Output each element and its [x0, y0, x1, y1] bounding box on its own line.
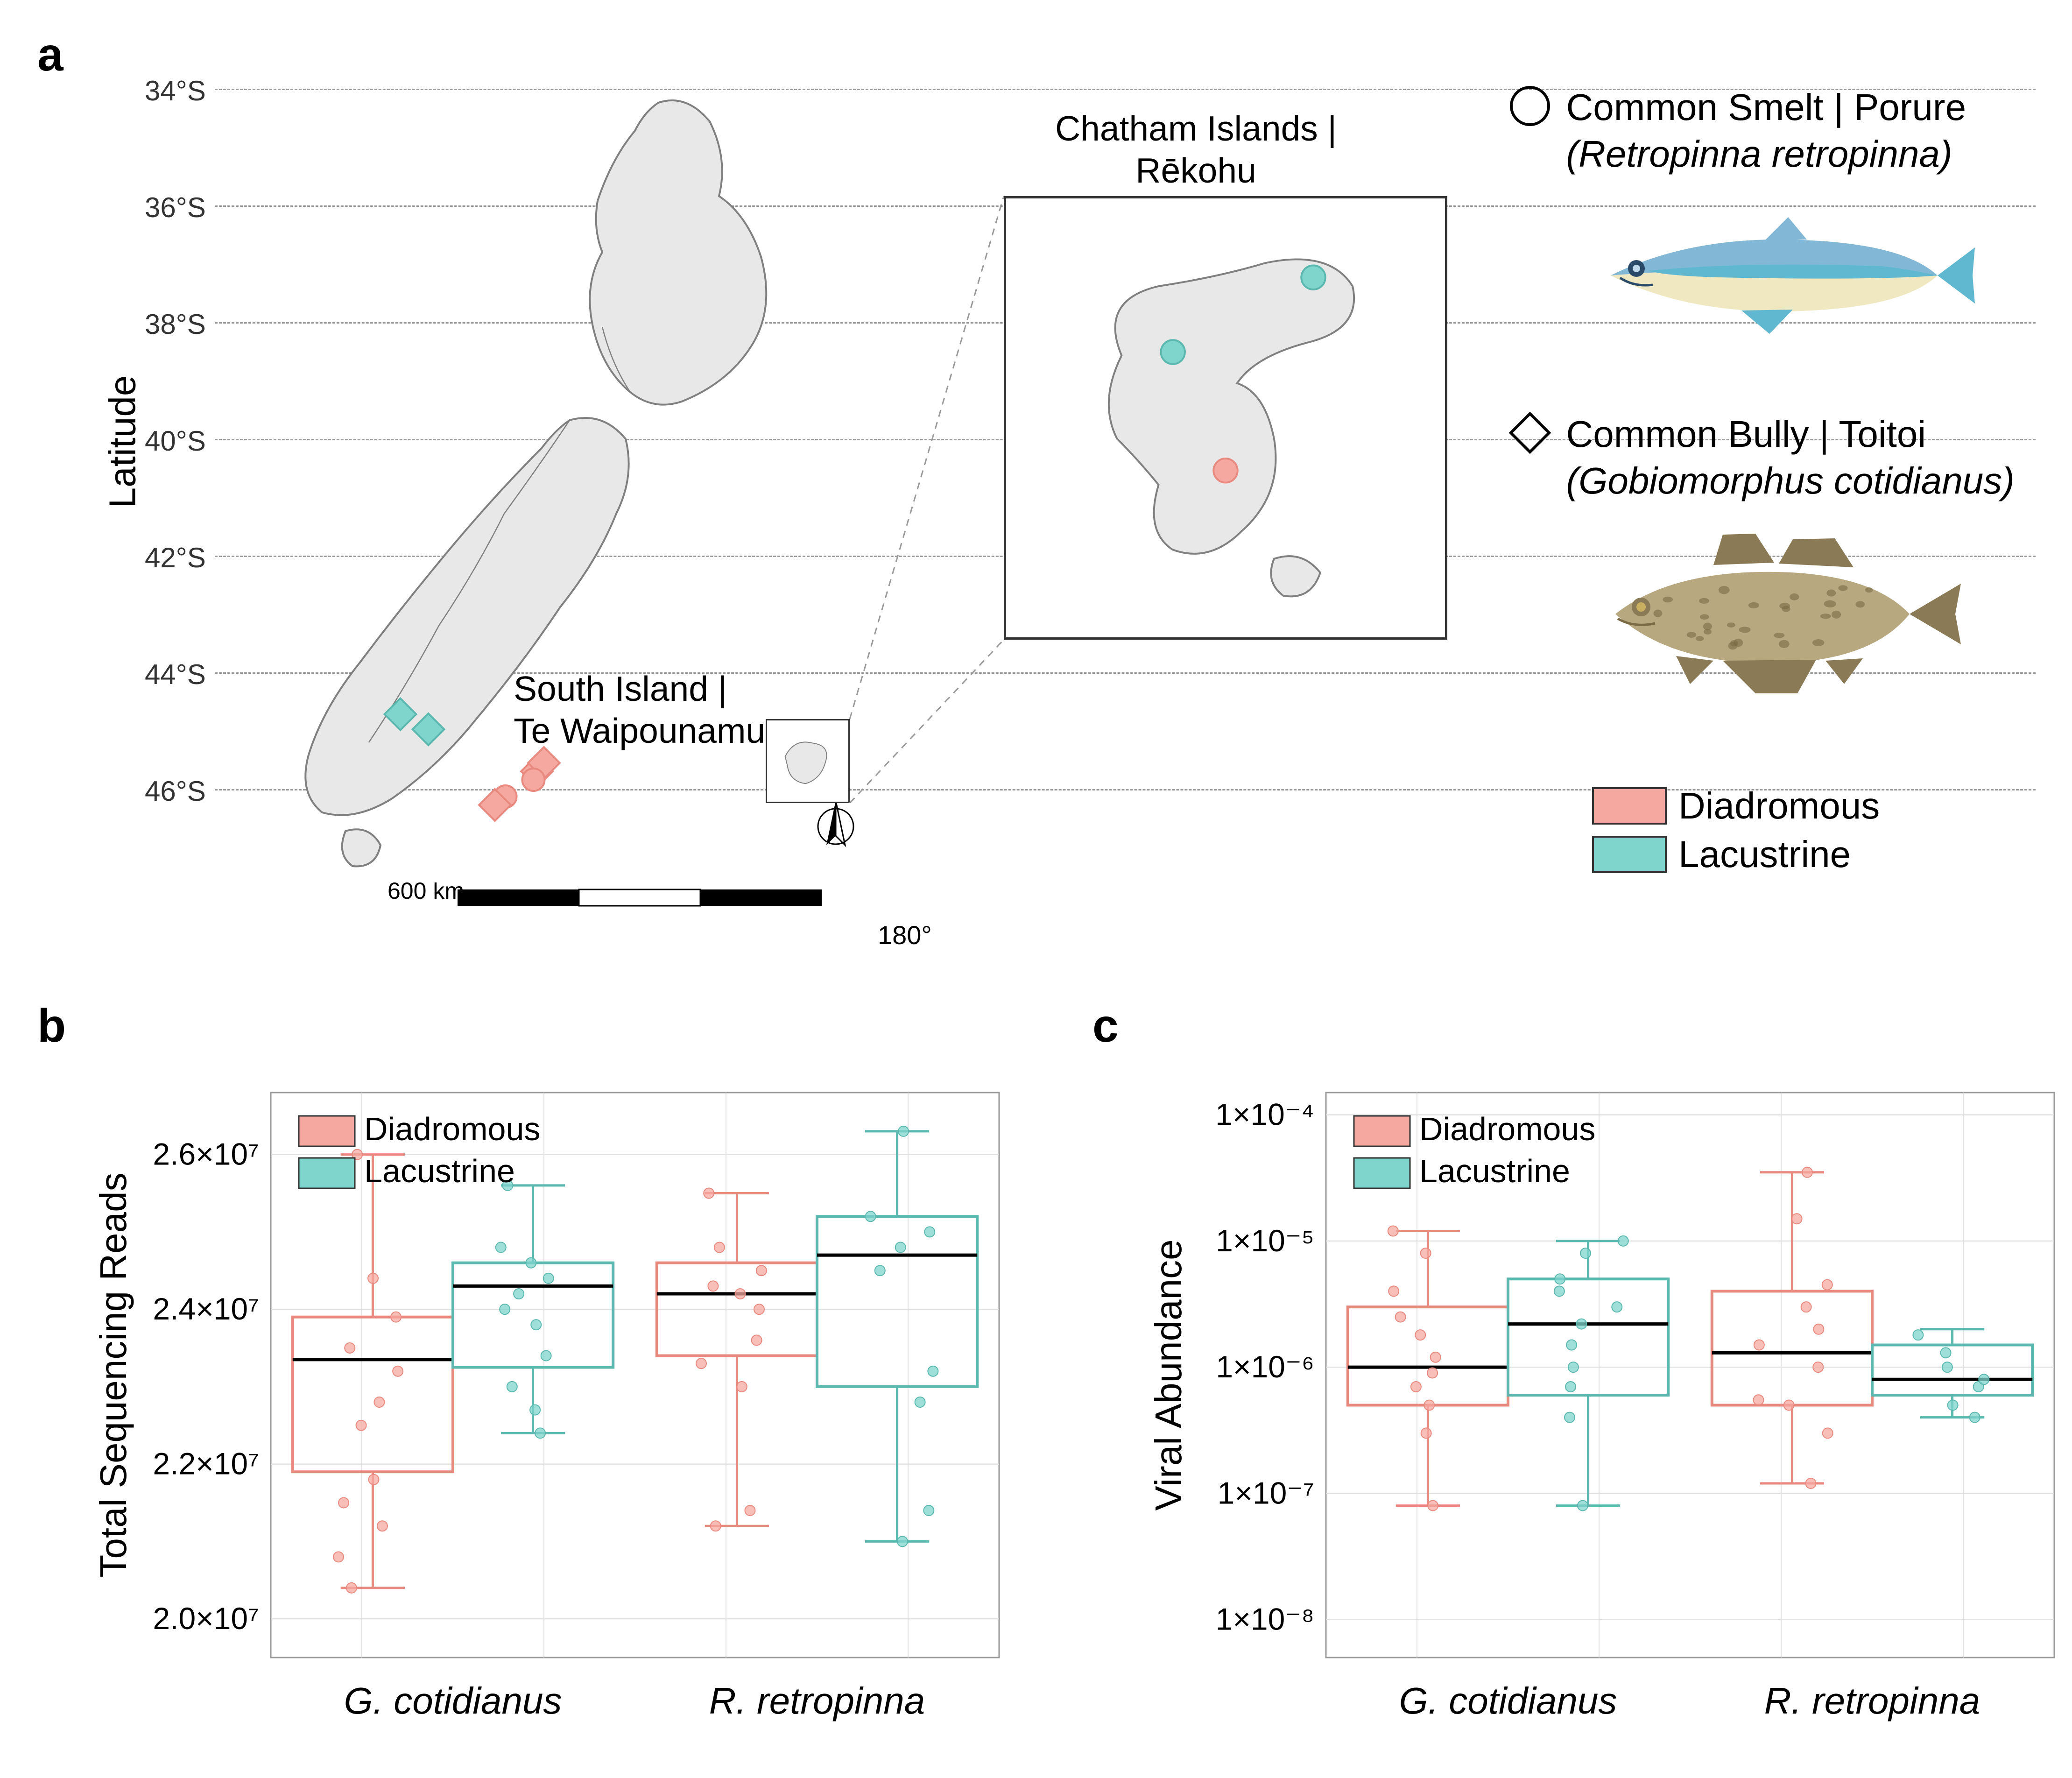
svg-text:G. cotidianus: G. cotidianus [344, 1680, 562, 1722]
legend-row: Lacustrine [1592, 833, 1880, 876]
svg-text:R. retropinna: R. retropinna [709, 1680, 925, 1722]
lat-tick: 38°S [145, 308, 206, 340]
species-smelt-block: Common Smelt | Porure (Retropinna retrop… [1508, 84, 2072, 360]
ecotype-legend: Diadromous Lacustrine [1592, 784, 1880, 882]
svg-text:Diadromous: Diadromous [364, 1111, 540, 1147]
species-smelt-name: Common Smelt | Porure [1566, 84, 1966, 131]
svg-text:600 km: 600 km [388, 882, 464, 904]
svg-text:1×10⁻⁶: 1×10⁻⁶ [1216, 1349, 1314, 1384]
latitude-axis-label: Latitude [101, 375, 144, 508]
svg-text:2.4×10⁷: 2.4×10⁷ [153, 1291, 259, 1326]
panel-label-c: c [1092, 999, 1119, 1053]
diamond-marker-icon [1508, 411, 1552, 455]
species-bully-block: Common Bully | Toitoi (Gobiomorphus coti… [1508, 411, 2072, 710]
legend-label: Lacustrine [1678, 833, 1851, 876]
south-island-label: South Island |Te Waipounamu [514, 668, 765, 752]
legend-swatch [1592, 836, 1667, 873]
scalebar: 600 km [388, 882, 822, 915]
svg-text:R. retropinna: R. retropinna [1764, 1680, 1980, 1722]
species-bully-name: Common Bully | Toitoi [1566, 411, 2014, 458]
lon-tick: 180° [878, 920, 932, 950]
panel-label-b: b [37, 999, 66, 1053]
lat-tick: 36°S [145, 191, 206, 224]
panel-b-boxplot: 2.0×10⁷ 2.2×10⁷ 2.4×10⁷ 2.6×10⁷ G. cotidianu… [93, 1046, 1027, 1746]
species-smelt-sci: (Retropinna retropinna) [1566, 131, 1966, 177]
circle-marker-icon [1508, 84, 1552, 128]
svg-text:2.6×10⁷: 2.6×10⁷ [153, 1137, 259, 1171]
lat-tick: 40°S [145, 425, 206, 457]
svg-text:1×10⁻⁴: 1×10⁻⁴ [1215, 1097, 1314, 1132]
bully-illustration [1555, 521, 2072, 710]
svg-text:1×10⁻⁸: 1×10⁻⁸ [1216, 1602, 1314, 1637]
species-bully-sci: (Gobiomorphus cotidianus) [1566, 458, 2014, 504]
panel-label-a: a [37, 28, 63, 82]
panel-a-content: Latitude 34°S 36°S 38°S 40°S 42°S 44°S 46°S So… [93, 47, 2054, 971]
svg-text:Viral Abundance: Viral Abundance [1149, 1239, 1189, 1510]
svg-text:Lacustrine: Lacustrine [1419, 1153, 1570, 1189]
inset-small-map [766, 719, 850, 803]
figure-container: a b c Latitude 34°S 36°S 38°S 40°S 42°S 44°S 4… [19, 19, 2053, 1759]
svg-text:2.0×10⁷: 2.0×10⁷ [153, 1601, 259, 1636]
svg-text:Total Sequencing Reads: Total Sequencing Reads [93, 1172, 134, 1577]
smelt-illustration [1555, 194, 2072, 360]
lat-tick: 34°S [145, 75, 206, 107]
chatham-label: Chatham Islands |Rēkohu [1055, 107, 1337, 191]
lat-tick: 42°S [145, 542, 206, 574]
legend-row: Diadromous [1592, 784, 1880, 827]
legend-label: Diadromous [1678, 784, 1880, 827]
legend-swatch [1592, 787, 1667, 825]
svg-text:2.2×10⁷: 2.2×10⁷ [153, 1446, 259, 1481]
chatham-inset-map [1004, 196, 1447, 640]
lat-tick: 46°S [145, 775, 206, 807]
svg-text:1×10⁻⁵: 1×10⁻⁵ [1216, 1223, 1314, 1258]
svg-text:Lacustrine: Lacustrine [364, 1153, 515, 1189]
svg-text:G. cotidianus: G. cotidianus [1399, 1680, 1617, 1722]
svg-text:1×10⁻⁷: 1×10⁻⁷ [1218, 1475, 1314, 1510]
svg-text:Diadromous: Diadromous [1419, 1111, 1595, 1147]
panel-c-boxplot: 1×10⁻⁸ 1×10⁻⁷ 1×10⁻⁶ 1×10⁻⁵ 1×10⁻⁴ G. cotidia… [1149, 1046, 2072, 1746]
lat-tick: 44°S [145, 658, 206, 691]
